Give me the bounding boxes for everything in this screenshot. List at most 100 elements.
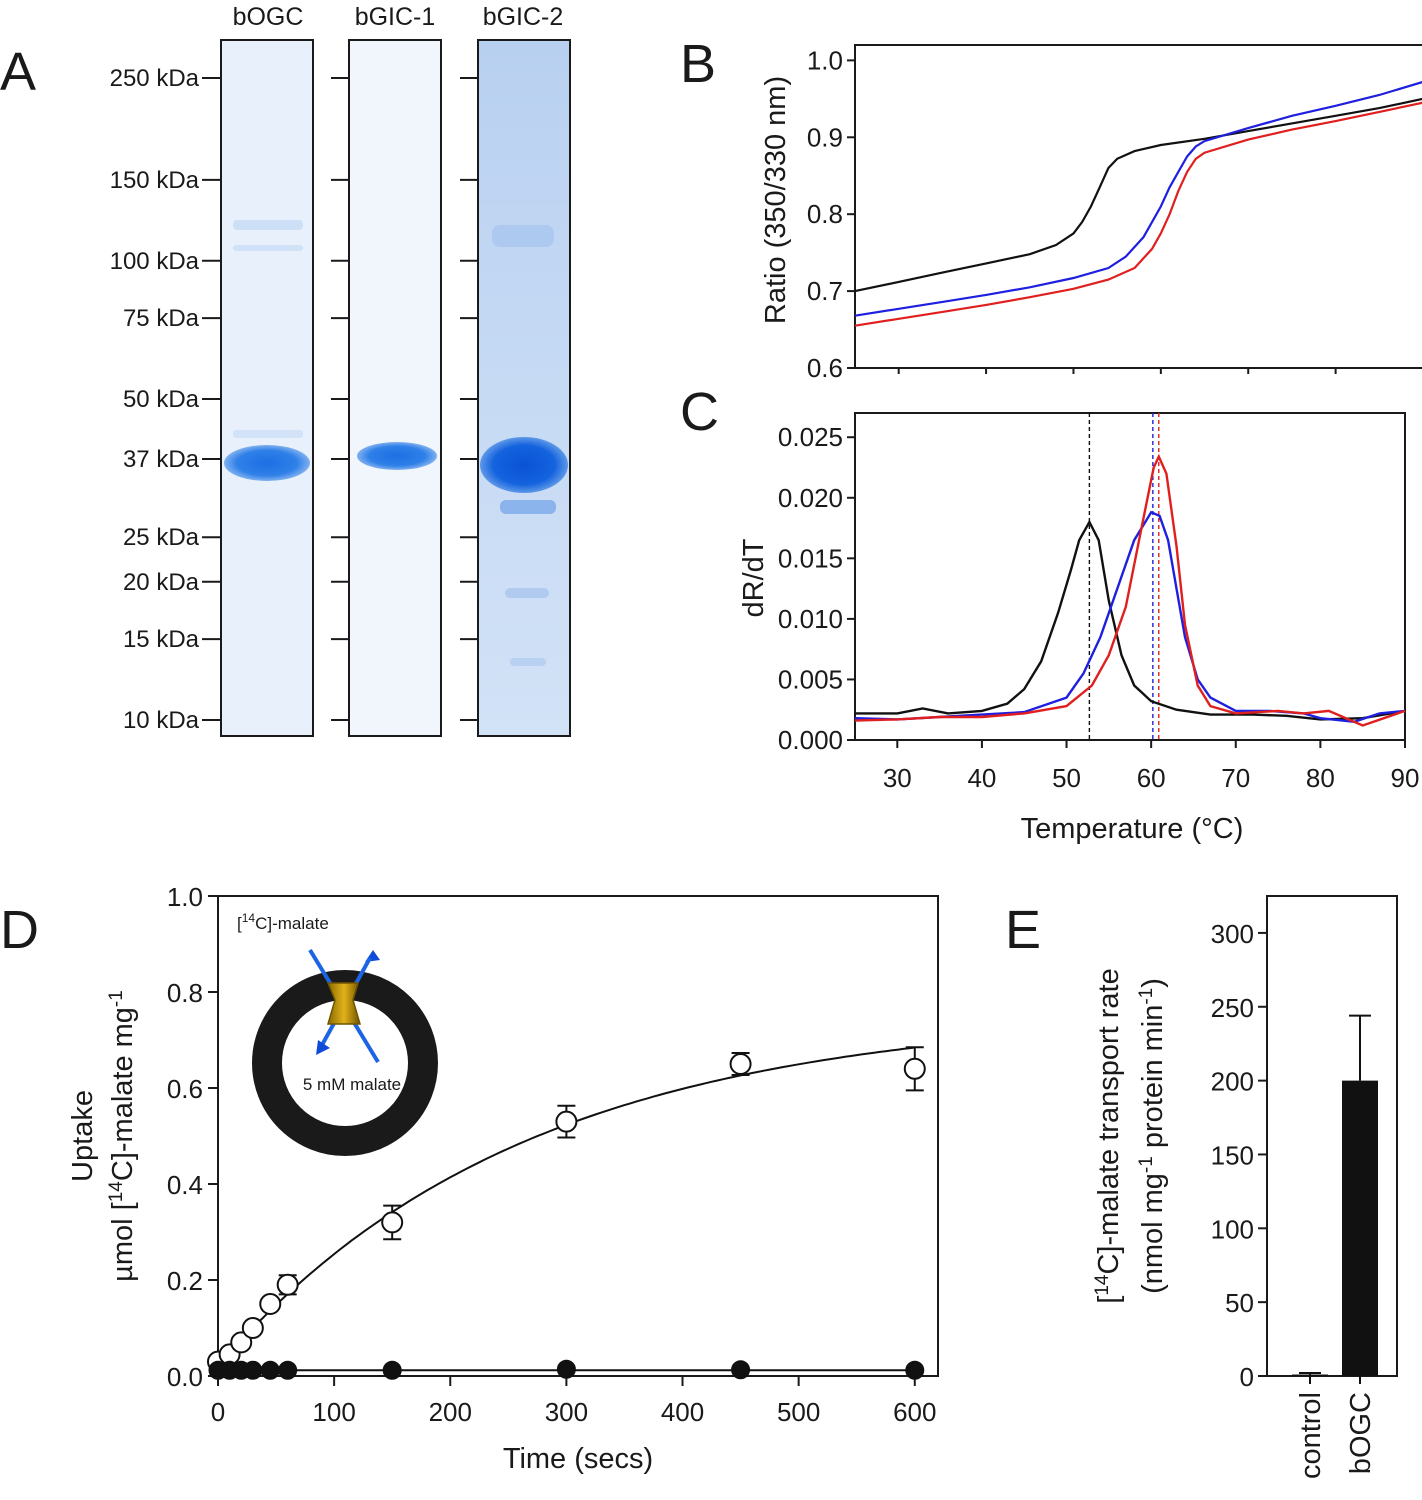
chart-b: 0.6 0.7 0.8 0.9 1.0 Ratio (350/330 nm) xyxy=(760,44,1422,383)
chart-d-point-control xyxy=(731,1360,751,1380)
chart-b-line-bOGC xyxy=(854,97,1422,293)
chart-d-point-control xyxy=(243,1360,263,1380)
chart-d-point-control xyxy=(278,1360,298,1380)
chart-c-ytick-label: 0.025 xyxy=(778,422,843,452)
panel-label-b: B xyxy=(680,34,716,94)
chart-d-ytick-label: 0.0 xyxy=(167,1362,203,1392)
gel-main-band-bgic1 xyxy=(357,442,437,470)
lane-label-bgic1: bGIC-1 xyxy=(355,3,436,31)
chart-d-points xyxy=(207,1046,926,1380)
gel-faint-band xyxy=(233,245,303,251)
gel-main-band-bogc xyxy=(224,445,310,481)
chart-c-ytick-label: 0.000 xyxy=(778,725,843,755)
gel-faint-band xyxy=(510,658,546,666)
gel-lane-bogc xyxy=(220,39,314,737)
chart-c-ticks: 0.000 0.005 0.010 0.015 0.020 0.025 30 40 50 60 70… xyxy=(778,422,1420,793)
chart-e-ytick-label: 100 xyxy=(1211,1214,1254,1244)
chart-e: 0 50 100 150 200 250 300 control bOGC [14C]-mal… xyxy=(1092,895,1398,1479)
chart-c-ytick-label: 0.005 xyxy=(778,664,843,694)
chart-b-line-bGIC-1 xyxy=(854,81,1422,317)
chart-d-ticks: 0.0 0.2 0.4 0.6 0.8 1.0 0 100 200 300 400 500 600 xyxy=(167,882,937,1427)
chart-e-bar-bOGC xyxy=(1342,1080,1378,1376)
chart-b-line-bGIC-2 xyxy=(854,101,1422,327)
chart-d-point-bogc xyxy=(230,1331,253,1354)
chart-c-xtick-label: 40 xyxy=(967,763,996,793)
chart-d-xtick-label: 300 xyxy=(545,1397,588,1427)
chart-d-ytick-label: 0.4 xyxy=(167,1170,203,1200)
chart-e-ytick-label: 250 xyxy=(1211,993,1254,1023)
chart-d-ytick-label: 1.0 xyxy=(167,882,203,912)
chart-d-point-bogc xyxy=(259,1293,282,1315)
liposome-inset: [14C]-malate 5 mM malate xyxy=(237,911,438,1156)
gel-faint-band xyxy=(233,220,303,230)
gel-lane-bgic2 xyxy=(477,39,571,737)
chart-b-ytick-label: 0.6 xyxy=(807,353,843,383)
mw-ladder: 250 kDa 150 kDa 100 kDa 75 kDa 50 kDa 37 kDa 2… xyxy=(110,65,478,734)
inset-label-malate: [14C]-malate xyxy=(237,911,329,933)
chart-e-category-label: control xyxy=(1295,1392,1327,1479)
chart-c-frame xyxy=(854,412,1406,741)
chart-c-xtick-label: 30 xyxy=(883,763,912,793)
chart-b-series xyxy=(854,81,1422,327)
chart-c-tm-lines xyxy=(1088,413,1160,740)
chart-d-ytick-label: 0.8 xyxy=(167,978,203,1008)
panel-label-c: C xyxy=(680,382,719,442)
chart-e-category-label: bOGC xyxy=(1345,1392,1377,1474)
chart-d-xtick-label: 500 xyxy=(777,1397,820,1427)
chart-d-point-bogc xyxy=(276,1273,299,1296)
chart-c: 0.000 0.005 0.010 0.015 0.020 0.025 30 40 50 60 70… xyxy=(738,412,1420,845)
panel-label-e: E xyxy=(1005,900,1041,960)
ladder-label: 15 kDa xyxy=(123,626,200,653)
chart-d-xtick-label: 0 xyxy=(211,1397,225,1427)
chart-d: 0.0 0.2 0.4 0.6 0.8 1.0 0 100 200 300 400 500 600 [1… xyxy=(67,882,939,1475)
ladder-label: 50 kDa xyxy=(123,386,200,413)
transporter-icon xyxy=(326,982,361,1025)
chart-d-xtick-label: 200 xyxy=(429,1397,472,1427)
chart-d-ylabel-line1: Uptake xyxy=(67,1090,99,1182)
inset-label-inner: 5 mM malate xyxy=(303,1075,401,1094)
chart-d-ytick-label: 0.6 xyxy=(167,1074,203,1104)
chart-c-line-bGIC-1 xyxy=(854,510,1406,724)
chart-d-point-control xyxy=(556,1359,576,1379)
ladder-label: 250 kDa xyxy=(110,65,200,92)
chart-c-xtick-label: 60 xyxy=(1137,763,1166,793)
chart-c-xtick-label: 90 xyxy=(1391,763,1420,793)
ladder-label: 10 kDa xyxy=(123,707,200,734)
chart-d-point-bogc xyxy=(555,1110,578,1133)
gel-lane-bgic1 xyxy=(348,39,442,737)
chart-d-xtick-label: 400 xyxy=(661,1397,704,1427)
gel-faint-band xyxy=(233,430,303,438)
ladder-label: 20 kDa xyxy=(123,569,200,596)
chart-c-line-bOGC xyxy=(855,519,1406,721)
chart-d-ytick-label: 0.2 xyxy=(167,1266,203,1296)
chart-e-frame xyxy=(1266,895,1398,1377)
chart-e-ylabel-line1: [14C]-malate transport rate xyxy=(1092,968,1125,1303)
ladder-label: 150 kDa xyxy=(110,167,200,194)
gel-faint-band xyxy=(505,588,549,598)
chart-b-ytick-label: 0.9 xyxy=(807,122,843,152)
chart-d-xtick-label: 100 xyxy=(312,1397,355,1427)
chart-e-ticks: 0 50 100 150 200 250 300 xyxy=(1211,919,1267,1392)
ladder-label: 100 kDa xyxy=(110,248,200,275)
chart-d-point-bogc xyxy=(381,1211,404,1234)
chart-e-bars: control bOGC xyxy=(1292,1014,1378,1479)
chart-c-line-bGIC-2 xyxy=(854,453,1406,727)
panel-label-d: D xyxy=(0,900,39,960)
chart-c-xtick-label: 80 xyxy=(1306,763,1335,793)
chart-d-point-control xyxy=(382,1360,402,1380)
chart-d-xlabel: Time (secs) xyxy=(503,1443,653,1475)
chart-d-fit-curves xyxy=(217,1046,915,1372)
chart-b-ytick-label: 0.7 xyxy=(807,276,843,306)
gel-panel: bOGC bGIC-1 bGIC-2 250 kDa 150 kDa 100 kDa… xyxy=(110,3,571,737)
chart-b-ylabel: Ratio (350/330 nm) xyxy=(760,76,792,324)
chart-e-ylabel-line2: (nmol mg-1 protein min-1) xyxy=(1136,978,1169,1294)
chart-d-point-bogc xyxy=(241,1317,264,1339)
chart-c-xtick-label: 70 xyxy=(1221,763,1250,793)
chart-b-ytick-label: 0.8 xyxy=(807,199,843,229)
chart-c-series xyxy=(854,453,1406,727)
chart-b-ticks: 0.6 0.7 0.8 0.9 1.0 xyxy=(807,45,1337,383)
chart-d-fit-bogc xyxy=(217,1046,915,1368)
chart-d-point-bogc xyxy=(903,1057,926,1080)
chart-b-frame xyxy=(854,44,1422,369)
